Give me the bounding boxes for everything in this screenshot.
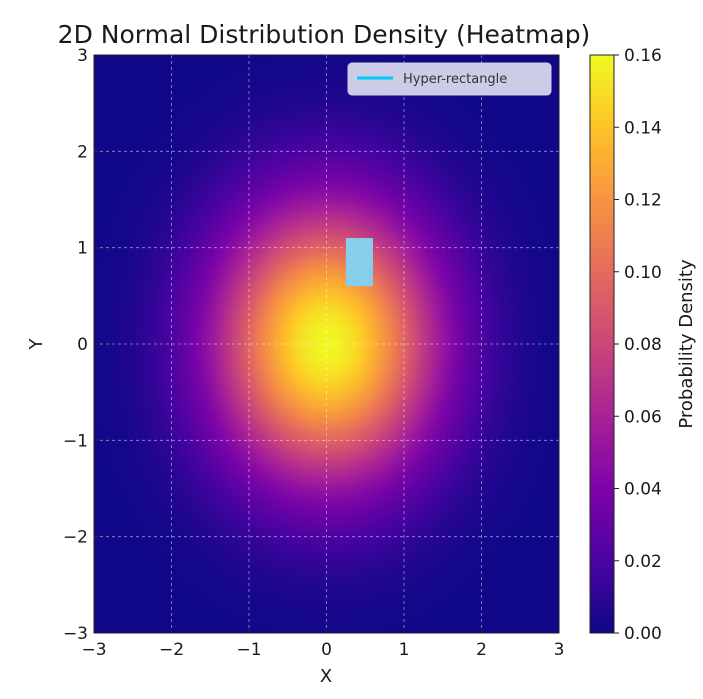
colorbar-tick-label: 0.00 (624, 624, 662, 644)
y-tick-label: −1 (63, 431, 88, 451)
plot-area: −3 −2 −1 0 1 2 3 −3 −2 −1 0 1 2 3 (63, 46, 564, 660)
colorbar-bar (589, 54, 615, 634)
colorbar-tick-label: 0.12 (624, 191, 662, 211)
colorbar-ticks: 0.00 0.02 0.04 0.06 0.08 0.10 0.12 0.14 0.16 (614, 46, 662, 644)
colorbar-tick-label: 0.14 (624, 118, 662, 138)
legend: Hyper-rectangle (347, 62, 552, 96)
colorbar-tick-label: 0.08 (624, 335, 662, 355)
colorbar-label: Probability Density (676, 259, 697, 429)
hyper-rectangle (345, 238, 373, 287)
legend-box (347, 62, 552, 96)
y-tick-label: 3 (77, 46, 88, 66)
y-tick-label: 2 (77, 142, 88, 162)
x-tick-label: −1 (236, 640, 261, 660)
x-tick-label: −2 (159, 640, 184, 660)
legend-label-hyper-rectangle: Hyper-rectangle (403, 72, 507, 87)
x-axis-label: X (320, 666, 332, 687)
colorbar-tick-label: 0.06 (624, 407, 662, 427)
y-tick-label: −2 (63, 528, 88, 548)
y-tick-label: 0 (77, 335, 88, 355)
x-tick-label: 2 (476, 640, 487, 660)
x-tick-label: 3 (554, 640, 565, 660)
colorbar-tick-label: 0.02 (624, 552, 662, 572)
x-tick-label: −3 (81, 640, 106, 660)
y-tick-label: 1 (77, 239, 88, 259)
chart-title: 2D Normal Distribution Density (Heatmap) (58, 20, 591, 49)
colorbar-tick-label: 0.16 (624, 46, 662, 66)
y-axis-label: Y (26, 338, 47, 351)
colorbar: 0.00 0.02 0.04 0.06 0.08 0.10 0.12 0.14 0.16 Pro… (589, 46, 697, 644)
x-tick-label: 1 (399, 640, 410, 660)
y-axis-ticks: −3 −2 −1 0 1 2 3 (63, 46, 99, 644)
grid-lines (94, 55, 559, 633)
colorbar-tick-label: 0.04 (624, 480, 662, 500)
colorbar-tick-label: 0.10 (624, 263, 662, 283)
x-tick-label: 0 (321, 640, 332, 660)
x-axis-ticks: −3 −2 −1 0 1 2 3 (81, 628, 564, 660)
y-tick-label: −3 (63, 624, 88, 644)
